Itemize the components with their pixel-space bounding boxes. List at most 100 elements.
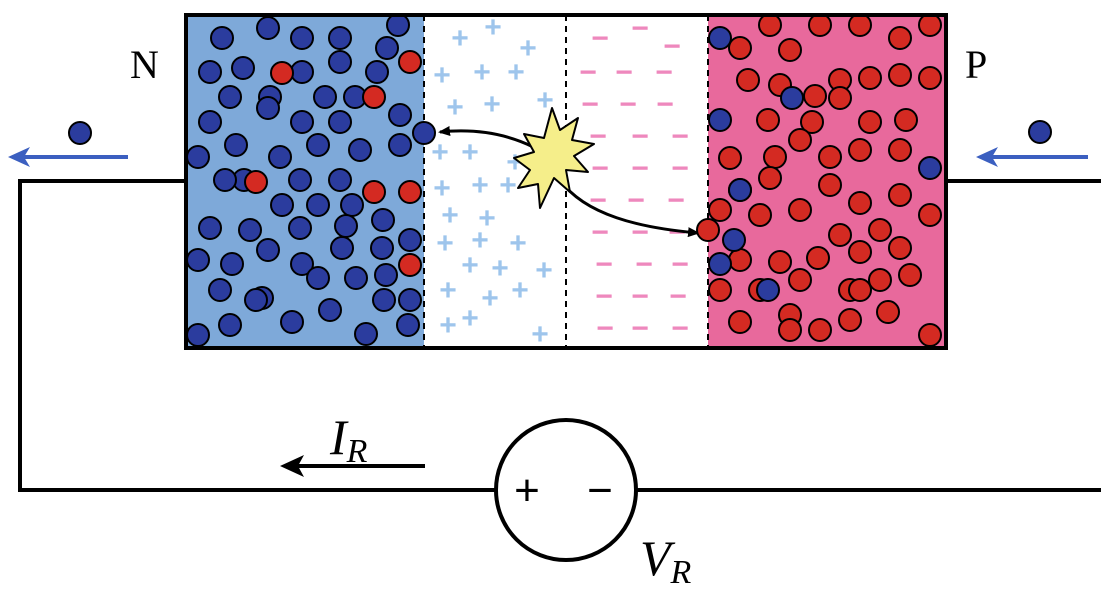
hole	[918, 66, 942, 90]
voltage-symbol: V	[640, 530, 676, 586]
negative-ions: − −−− − −− − −− − −− − −− − −− − −− − −− − −− − −	[579, 12, 689, 345]
hole	[858, 110, 882, 134]
electron	[372, 288, 396, 312]
source-circle	[494, 418, 638, 562]
p-region-carriers	[708, 13, 942, 347]
electron	[398, 288, 422, 312]
n-region-label: N	[130, 42, 159, 87]
positive-ion: +	[446, 91, 464, 124]
right-flow-arrowhead	[976, 147, 998, 167]
depletion-negative-region	[566, 15, 708, 348]
hole	[362, 85, 386, 109]
electron	[306, 266, 330, 290]
electron	[328, 50, 352, 74]
electron	[722, 228, 746, 252]
hole	[398, 50, 422, 74]
hole	[888, 63, 912, 87]
hole	[848, 13, 872, 37]
hole	[708, 278, 732, 302]
electron	[328, 26, 352, 50]
positive-ion: +	[507, 56, 525, 89]
hole	[868, 268, 892, 292]
electron	[375, 36, 399, 60]
electron	[386, 13, 410, 37]
electron	[780, 86, 804, 110]
electron-icon	[1028, 120, 1052, 144]
positive-ion: +	[491, 252, 509, 285]
hole	[708, 198, 732, 222]
negative-ion: −	[671, 120, 689, 153]
electron	[256, 16, 280, 40]
electron	[290, 60, 314, 84]
hole	[808, 13, 832, 37]
hole	[800, 110, 824, 134]
electron	[270, 193, 294, 217]
electron	[224, 133, 248, 157]
hole	[858, 66, 882, 90]
positive-ion: +	[481, 282, 499, 315]
electron	[756, 278, 780, 302]
positive-ion: +	[535, 254, 553, 287]
negative-ion: −	[591, 152, 609, 185]
current-symbol: I	[329, 409, 349, 465]
positive-ion: +	[473, 56, 491, 89]
block-outline	[184, 13, 948, 350]
electron	[340, 193, 364, 217]
positive-ion: +	[506, 146, 524, 179]
negative-ion: −	[669, 280, 687, 313]
hole	[728, 36, 752, 60]
electron	[186, 248, 210, 272]
positive-ion: +	[439, 274, 457, 307]
hole	[888, 183, 912, 207]
electron	[398, 228, 422, 252]
electron	[728, 178, 752, 202]
electron	[198, 110, 222, 134]
negative-ion: −	[668, 216, 686, 249]
n-region-carriers	[186, 13, 422, 347]
electron	[306, 133, 330, 157]
voltage-subscript: R	[670, 554, 692, 591]
positive-ion: +	[484, 11, 502, 44]
negative-ion: −	[631, 280, 649, 313]
positive-ion: +	[451, 22, 469, 55]
electron	[256, 96, 280, 120]
hole	[888, 138, 912, 162]
hole	[788, 268, 812, 292]
electron	[280, 310, 304, 334]
positive-ion: +	[436, 227, 454, 260]
negative-ion: −	[615, 56, 633, 89]
electron	[388, 103, 412, 127]
negative-ion: −	[655, 56, 673, 89]
hole	[728, 248, 752, 272]
electron	[231, 56, 255, 80]
positive-ion: +	[536, 84, 554, 117]
hole	[848, 138, 872, 162]
hole	[270, 61, 294, 85]
electron	[198, 216, 222, 240]
electron	[708, 108, 732, 132]
hole	[876, 300, 900, 324]
electron	[708, 252, 732, 276]
hole	[818, 173, 842, 197]
negative-ion: −	[581, 88, 599, 121]
negative-ion: −	[631, 152, 649, 185]
hole	[778, 38, 802, 62]
negative-ion: −	[667, 184, 685, 217]
source-minus-sign: −	[587, 466, 613, 515]
negative-ion: −	[627, 184, 645, 217]
electron	[708, 26, 732, 50]
electron	[210, 26, 234, 50]
electron	[370, 236, 394, 260]
electron-icon	[68, 121, 92, 145]
negative-ion: −	[596, 312, 614, 345]
spark-icon	[513, 107, 595, 209]
positive-ion: +	[461, 136, 479, 169]
hole	[848, 240, 872, 264]
hole	[828, 86, 852, 110]
hole	[808, 318, 832, 342]
electron	[290, 110, 314, 134]
p-region-label: P	[965, 42, 987, 87]
hole	[888, 236, 912, 260]
hole	[838, 308, 862, 332]
hole	[756, 108, 780, 132]
